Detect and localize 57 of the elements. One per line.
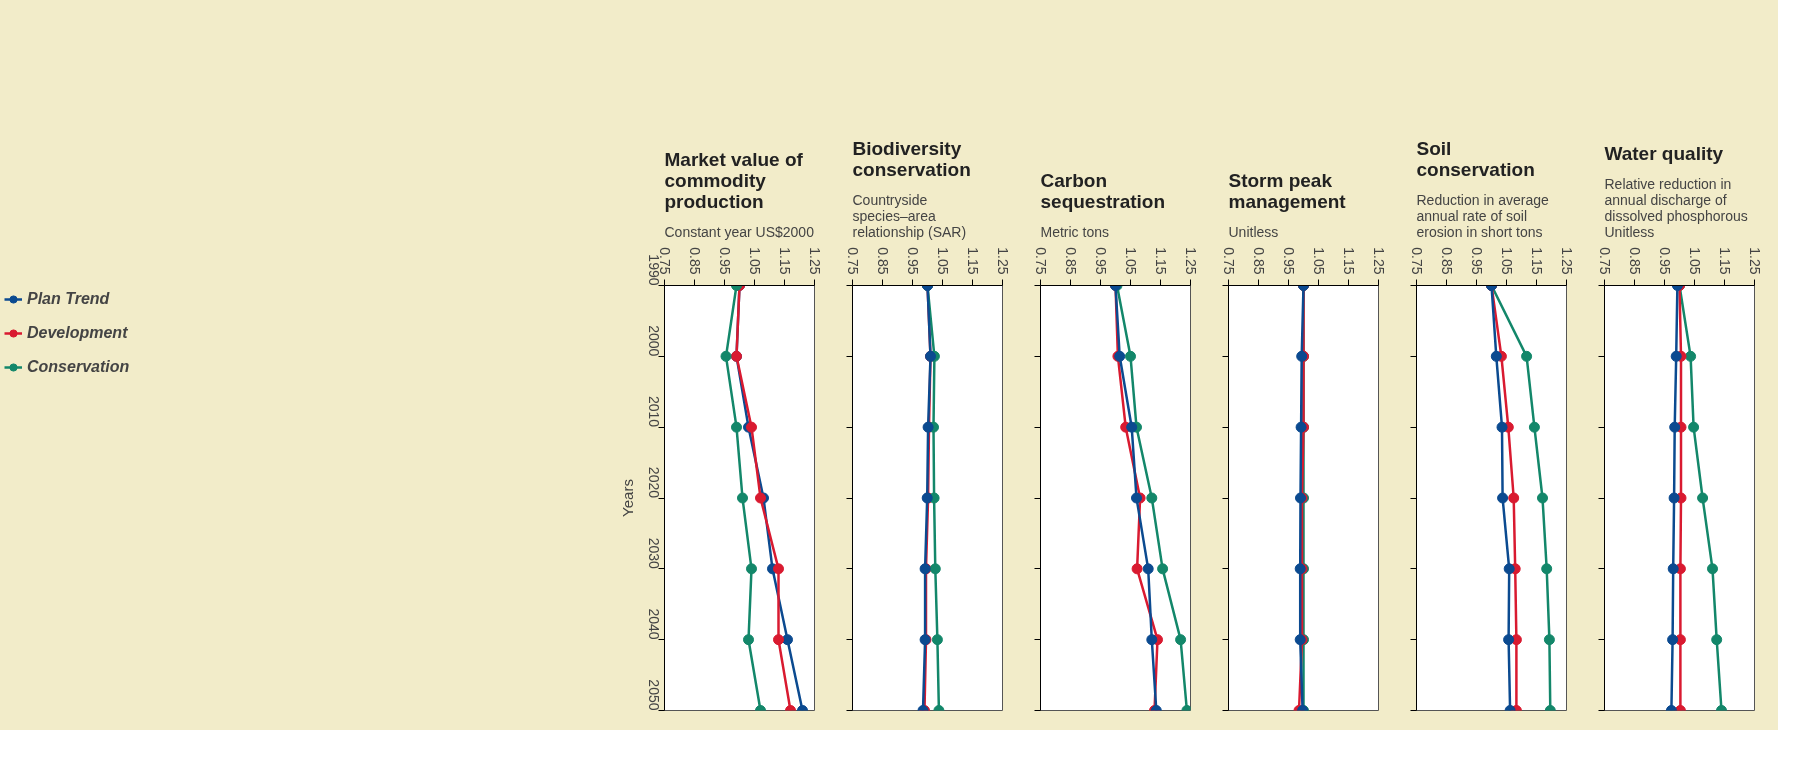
x-tick-label: 0.75	[844, 247, 861, 275]
chart-subtitle: Countryside species–area relationship (SAR)	[852, 191, 967, 240]
y-axis-title: Years	[618, 479, 636, 517]
legend-label: Plan Trend	[27, 290, 110, 308]
x-tick-label: 0.95	[904, 247, 921, 275]
chart-subtitle: Constant year US$2000	[664, 223, 815, 240]
x-tick-label: 1.25	[1182, 247, 1199, 275]
y-tick-label: 2040	[645, 608, 662, 640]
x-tick-label: 1.05	[934, 247, 951, 275]
x-tick-label: 1.25	[806, 247, 823, 275]
y-tick-label: 2010	[645, 396, 662, 428]
y-tick-label: 2000	[645, 325, 662, 357]
x-tick-label: 1.05	[1686, 247, 1703, 275]
x-tick-label: 0.75	[1032, 247, 1049, 275]
y-tick-label: 2020	[645, 466, 662, 499]
x-tick-label: 1.05	[1310, 247, 1327, 275]
chart-title: Market value of commodity production	[664, 148, 804, 212]
x-tick-label: 0.95	[1656, 247, 1673, 275]
legend-label: Conservation	[27, 358, 130, 376]
chart-subtitle: Relative reduction in annual discharge of dissolved phosphorous Unitless	[1604, 175, 1748, 240]
x-tick-label: 0.75	[1596, 247, 1613, 275]
x-tick-label: 0.95	[1468, 247, 1485, 275]
x-tick-label: 1.15	[964, 247, 981, 275]
x-tick-label: 1.05	[1122, 247, 1139, 275]
x-tick-label: 0.95	[716, 247, 733, 275]
x-tick-label: 0.85	[1438, 247, 1455, 275]
x-tick-label: 1.05	[746, 247, 763, 275]
x-tick-label: 0.85	[686, 247, 703, 275]
x-tick-label: 1.15	[1152, 247, 1169, 275]
x-tick-label: 1.15	[1716, 247, 1733, 275]
chart-subtitle: Unitless	[1228, 223, 1279, 240]
chart-title: Storm peak management	[1228, 169, 1347, 212]
x-tick-label: 0.95	[1092, 247, 1109, 275]
x-tick-label: 0.85	[1062, 247, 1079, 275]
x-tick-label: 0.95	[1280, 247, 1297, 275]
chart-subtitle: Metric tons	[1040, 223, 1109, 240]
x-tick-label: 1.15	[1340, 247, 1357, 275]
x-tick-label: 0.85	[1250, 247, 1267, 275]
x-tick-label: 1.25	[1746, 247, 1763, 275]
x-tick-label: 1.25	[994, 247, 1011, 275]
y-tick-label: 2030	[645, 537, 662, 570]
x-tick-label: 1.25	[1370, 247, 1387, 275]
legend-label: Development	[27, 324, 128, 342]
x-tick-label: 0.85	[874, 247, 891, 275]
y-tick-label: 2050	[645, 679, 662, 711]
x-tick-label: 0.85	[1626, 247, 1643, 275]
x-tick-label: 1.15	[776, 247, 793, 275]
x-tick-label: 1.25	[1558, 247, 1575, 275]
chart-title: Carbon sequestration	[1040, 169, 1166, 212]
x-tick-label: 0.75	[1220, 247, 1237, 275]
chart-title: Biodiversity conservation	[852, 137, 971, 180]
chart-title: Water quality	[1604, 142, 1724, 164]
x-tick-label: 1.15	[1528, 247, 1545, 275]
x-tick-label: 1.05	[1498, 247, 1515, 275]
x-tick-label: 0.75	[1408, 247, 1425, 275]
chart-subtitle: Reduction in average annual rate of soil erosion in short tons	[1416, 191, 1550, 240]
chart-title: Soil conservation	[1416, 137, 1535, 180]
